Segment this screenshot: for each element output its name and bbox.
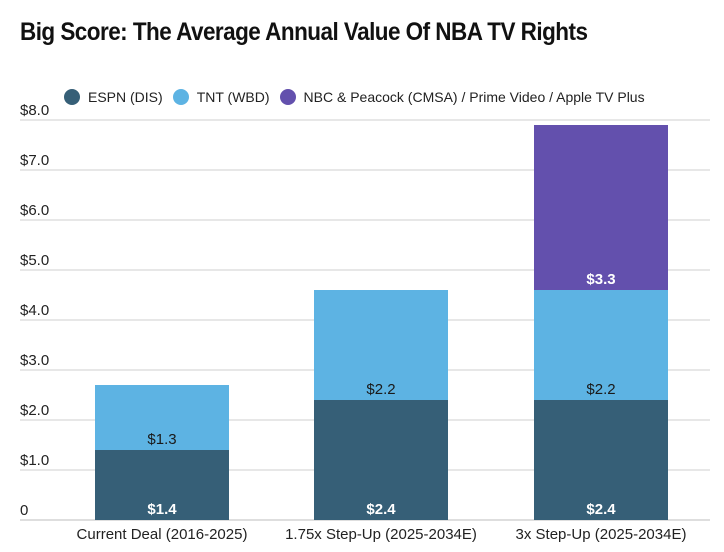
legend-item: TNT (WBD) (172, 89, 270, 105)
y-tick-label: $6.0 (20, 202, 49, 219)
legend-label: NBC & Peacock (CMSA) / Prime Video / App… (303, 89, 645, 105)
data-label: $2.2 (366, 381, 395, 398)
x-tick-label: Current Deal (2016-2025) (77, 526, 248, 543)
legend-swatch (279, 89, 296, 105)
y-tick-label: $4.0 (20, 302, 49, 319)
data-label: $3.3 (586, 271, 615, 288)
legend-item: NBC & Peacock (CMSA) / Prime Video / App… (279, 89, 645, 105)
bar-segment (314, 400, 448, 520)
legend-swatch (64, 89, 80, 105)
y-tick-label: $8.0 (20, 102, 49, 119)
data-label: $1.4 (147, 501, 177, 518)
bar-segment (314, 290, 448, 400)
x-tick-label: 1.75x Step-Up (2025-2034E) (285, 526, 477, 543)
chart-title: Big Score: The Average Annual Value Of N… (20, 18, 588, 46)
legend-label: TNT (WBD) (196, 89, 270, 105)
data-label: $2.4 (586, 501, 616, 518)
legend-label: ESPN (DIS) (88, 89, 163, 105)
y-tick-label: 0 (20, 502, 28, 519)
y-tick-label: $2.0 (20, 402, 49, 419)
data-label: $2.2 (586, 381, 615, 398)
bar-segment (95, 450, 229, 520)
bar-segment (534, 125, 668, 290)
y-tick-label: $3.0 (20, 352, 49, 369)
legend-swatch (172, 89, 189, 105)
y-tick-label: $1.0 (20, 452, 49, 469)
legend-item: ESPN (DIS) (64, 89, 163, 105)
y-tick-label: $5.0 (20, 252, 49, 269)
bar-segment (534, 290, 668, 400)
x-tick-label: 3x Step-Up (2025-2034E) (516, 526, 687, 543)
bar-segment (534, 400, 668, 520)
data-label: $2.4 (366, 501, 396, 518)
y-tick-label: $7.0 (20, 152, 49, 169)
bar-segment (95, 385, 229, 450)
legend: ESPN (DIS) TNT (WBD) NBC & Peacock (CMSA) … (64, 89, 645, 105)
data-label: $1.3 (147, 431, 176, 448)
